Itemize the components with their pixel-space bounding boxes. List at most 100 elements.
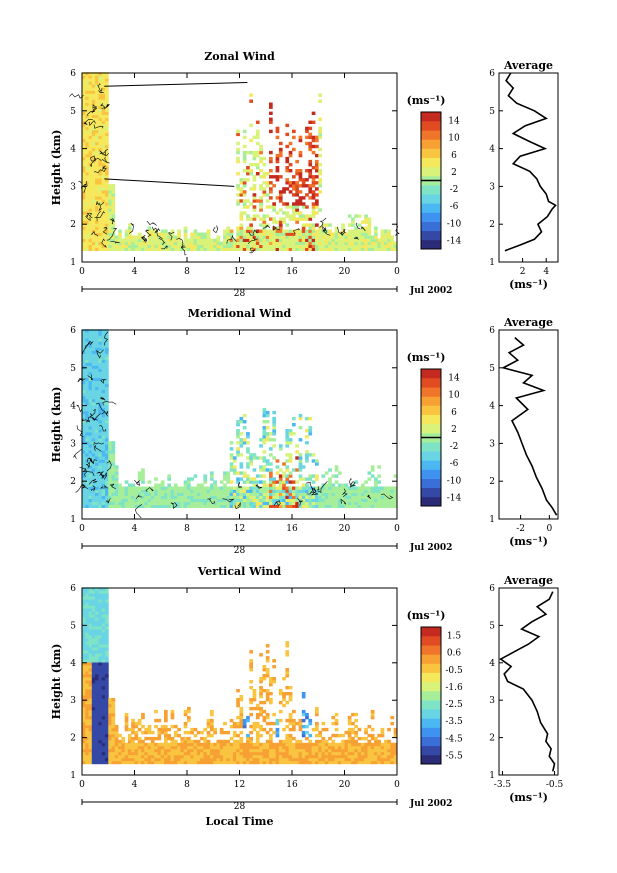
heat-cell — [308, 721, 313, 726]
heat-cell — [101, 141, 106, 146]
heat-cell — [301, 486, 306, 490]
heat-cell — [242, 181, 247, 185]
heat-cell — [311, 184, 316, 188]
heat-cell — [105, 377, 109, 381]
heat-cell — [177, 486, 181, 490]
heat-cell — [101, 730, 106, 735]
heat-cell — [278, 447, 283, 451]
heat-cell — [216, 742, 221, 747]
heat-cell — [232, 498, 237, 502]
heat-cell — [91, 745, 96, 750]
heat-cell — [101, 650, 106, 654]
heat-cell — [337, 745, 342, 750]
heat-cell — [383, 504, 388, 508]
contour-line — [103, 149, 109, 157]
heat-cell — [229, 495, 234, 499]
heat-cell — [170, 247, 175, 251]
profile-y-tick-label: 5 — [489, 364, 495, 374]
heat-cell — [95, 674, 99, 678]
heat-cell — [347, 751, 352, 756]
contour-line — [77, 378, 86, 383]
heat-cell — [187, 483, 191, 487]
heat-cell — [262, 247, 267, 251]
heat-cell — [88, 662, 93, 666]
heat-cell — [95, 635, 99, 639]
heat-cell — [101, 689, 106, 693]
heat-cell — [101, 190, 106, 194]
heat-cell — [206, 492, 211, 496]
heat-cell — [88, 474, 93, 478]
contour-line — [75, 484, 85, 493]
contour-line — [87, 413, 93, 423]
heat-cell — [278, 241, 283, 245]
heat-cell — [82, 596, 86, 600]
heat-cell — [88, 420, 93, 424]
heat-cell — [269, 129, 273, 134]
heat-cell — [88, 347, 93, 351]
heat-cell — [121, 238, 126, 242]
heat-cell — [285, 232, 290, 236]
heat-cell — [236, 187, 240, 191]
heat-cell — [150, 751, 155, 756]
heat-cell — [252, 698, 257, 702]
heat-cell — [105, 229, 109, 233]
heat-cell — [147, 760, 152, 765]
heat-cell — [105, 447, 109, 451]
heat-cell — [262, 181, 267, 185]
heat-cell — [259, 686, 263, 690]
heat-cell — [272, 677, 276, 681]
heat-cell — [127, 247, 132, 251]
heat-cell — [367, 733, 372, 738]
heat-cell — [82, 353, 86, 357]
y-tick-label: 5 — [70, 621, 76, 631]
heat-cell — [101, 706, 106, 711]
heat-cell — [259, 468, 263, 472]
heat-cell — [301, 196, 306, 200]
heat-cell — [111, 187, 116, 191]
heat-cell — [334, 468, 339, 472]
heat-cell — [105, 138, 109, 143]
heat-cell — [85, 626, 89, 630]
heat-cell — [252, 193, 257, 197]
heat-cell — [144, 748, 148, 753]
heat-cell — [367, 754, 372, 759]
heat-cell — [131, 486, 135, 490]
heat-cell — [196, 751, 201, 756]
heat-cell — [88, 235, 93, 239]
heat-cell — [390, 247, 395, 251]
heat-cell — [95, 739, 99, 744]
heat-cell — [124, 754, 129, 759]
heat-cell — [282, 742, 286, 747]
heat-cell — [275, 757, 280, 762]
contour-line — [366, 494, 372, 499]
heat-cell — [111, 745, 116, 750]
heat-cell — [105, 605, 109, 609]
heat-cell — [101, 459, 106, 463]
heat-cell — [183, 757, 188, 762]
heat-cell — [88, 632, 93, 636]
heat-cell — [91, 420, 96, 424]
heat-cell — [105, 329, 109, 333]
heat-cell — [95, 132, 99, 137]
heat-cell — [95, 760, 99, 765]
heat-cell — [85, 462, 89, 466]
colorbar-tick-label: -6 — [450, 459, 459, 469]
heat-cell — [124, 742, 129, 747]
heat-cell — [88, 338, 93, 342]
heat-cell — [108, 742, 112, 747]
heat-cell — [196, 232, 201, 236]
heat-cell — [88, 721, 93, 726]
heat-cell — [127, 757, 132, 762]
heat-cell — [282, 232, 286, 236]
heat-cell — [298, 232, 303, 236]
heat-cell — [144, 742, 148, 747]
heat-cell — [262, 504, 267, 508]
heat-cell — [141, 712, 145, 717]
heat-cell — [318, 754, 322, 759]
heat-cell — [193, 760, 198, 765]
colorbar-swatch — [421, 478, 441, 489]
heat-cell — [101, 377, 106, 381]
heat-cell — [380, 733, 385, 738]
heat-cell — [223, 721, 227, 726]
heat-cell — [91, 138, 96, 143]
